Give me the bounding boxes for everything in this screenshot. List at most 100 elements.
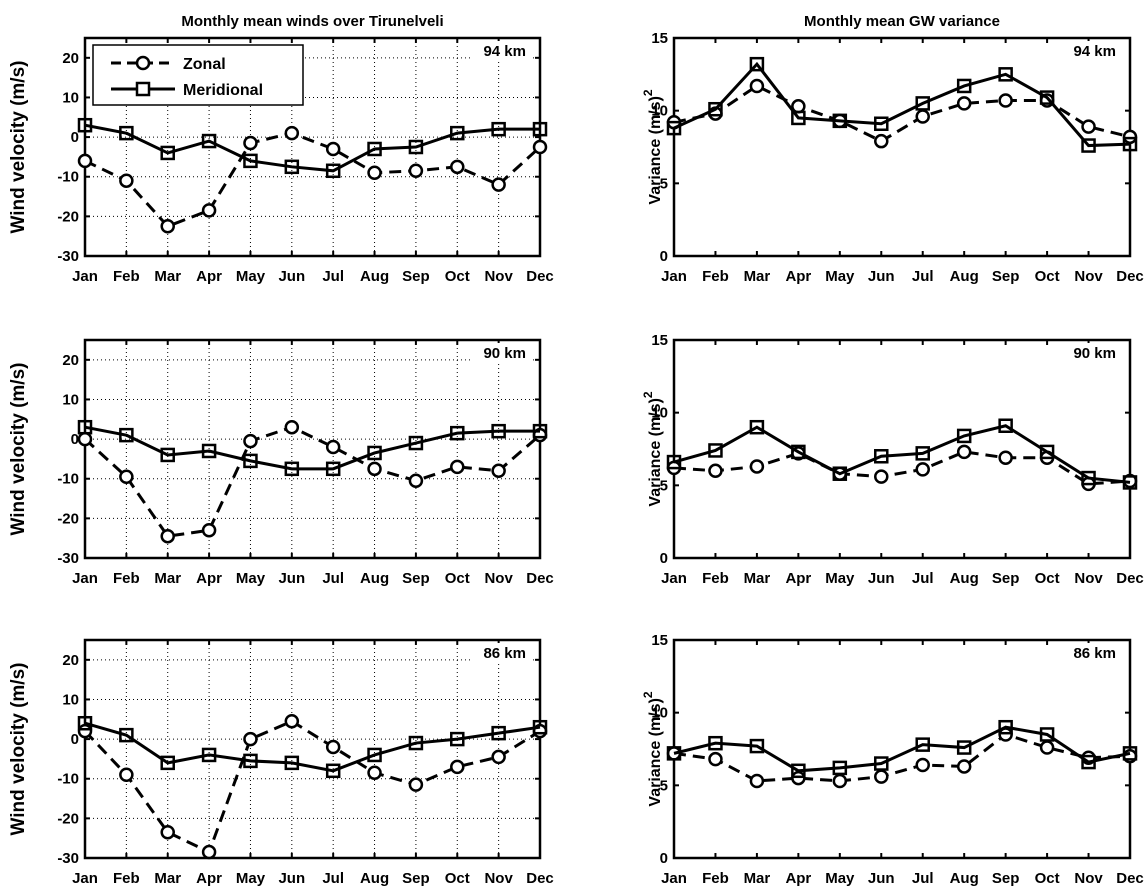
data-point-zonal: [77, 153, 93, 169]
data-point-zonal: [956, 96, 972, 111]
data-point-zonal: [708, 751, 723, 767]
data-point-meridional: [450, 125, 465, 141]
annotation-background: [470, 343, 530, 363]
data-point-zonal: [1039, 740, 1055, 755]
x-tick-label: Jan: [72, 870, 98, 887]
x-tick-label: Oct: [1035, 268, 1060, 285]
y-tick-label: 15: [651, 30, 668, 47]
data-point-meridional: [367, 141, 382, 157]
x-tick-label: Sep: [402, 870, 430, 887]
x-tick-label: Aug: [360, 870, 389, 887]
x-tick-label: Jul: [322, 570, 344, 587]
x-tick-label: Jul: [912, 870, 934, 887]
data-point-zonal: [915, 757, 930, 773]
x-tick-label: Nov: [1074, 570, 1103, 587]
data-point-zonal: [119, 767, 134, 783]
y-tick-label: 0: [660, 550, 668, 567]
data-point-meridional: [284, 755, 300, 771]
data-point-meridional: [1122, 475, 1138, 490]
series-line-meridional: [673, 725, 1131, 773]
y-tick-label: 20: [62, 652, 79, 669]
data-point-meridional: [1081, 470, 1096, 486]
plot-area: [672, 36, 1132, 258]
annotation-background: [1060, 343, 1120, 363]
data-point-meridional: [874, 449, 889, 464]
data-point-meridional: [832, 113, 848, 129]
data-point-meridional: [1039, 727, 1055, 742]
data-point-meridional: [201, 133, 217, 149]
x-tick-label: May: [825, 268, 855, 285]
data-point-meridional: [160, 447, 175, 463]
x-tick-label: Oct: [445, 268, 470, 285]
data-point-meridional: [874, 116, 889, 131]
data-point-meridional: [832, 466, 848, 481]
legend-box: [92, 44, 304, 106]
data-point-meridional: [243, 753, 258, 769]
data-point-meridional: [284, 159, 300, 175]
chart-panel-4: 0 5 10 15 Jan Feb Mar Apr May Jun Jul Aug Sep Oct Nov D…: [641, 332, 1144, 587]
x-tick-label: Apr: [196, 870, 222, 887]
y-tick-label: 5: [660, 175, 668, 192]
x-tick-label: Feb: [702, 268, 729, 285]
data-point-zonal: [119, 469, 134, 484]
y-tick-label: 15: [651, 332, 668, 349]
data-point-meridional: [791, 110, 806, 126]
y-axis-label: Variance (m/s)2: [641, 691, 664, 807]
y-tick-label: 10: [62, 89, 79, 106]
data-point-zonal: [491, 177, 506, 192]
x-tick-label: Jun: [278, 268, 305, 285]
x-tick-label: Jun: [868, 268, 895, 285]
plot-area: [672, 338, 1132, 560]
data-point-zonal: [408, 163, 424, 179]
x-tick-label: Mar: [154, 870, 181, 887]
data-point-zonal: [408, 777, 424, 792]
y-axis-label: Variance (m/s)2: [641, 89, 664, 205]
data-point-meridional: [284, 461, 300, 477]
legend-marker: [135, 81, 151, 97]
y-tick-label: 10: [651, 405, 668, 422]
data-point-zonal: [201, 203, 217, 218]
data-point-meridional: [1039, 444, 1055, 460]
data-point-zonal: [201, 844, 217, 860]
data-point-meridional: [532, 423, 548, 439]
data-point-meridional: [325, 763, 341, 779]
data-point-zonal: [160, 219, 175, 234]
data-point-meridional: [77, 117, 93, 133]
x-tick-label: Dec: [1116, 870, 1144, 887]
y-tick-label: 15: [651, 632, 668, 649]
data-point-meridional: [119, 427, 134, 443]
data-point-meridional: [791, 763, 806, 779]
data-point-zonal: [325, 439, 341, 455]
data-point-zonal: [491, 463, 506, 479]
data-point-zonal: [284, 419, 300, 435]
data-point-meridional: [160, 145, 175, 161]
series-line-meridional: [84, 425, 540, 471]
chart-panel-2: 0 5 10 15 Jan Feb Mar Apr May Jun Jul Aug Sep Oct Nov D…: [641, 13, 1144, 285]
data-point-meridional: [1122, 746, 1138, 761]
plot-area: [83, 638, 542, 860]
data-point-zonal: [160, 824, 175, 840]
x-tick-label: Oct: [445, 870, 470, 887]
y-tick-label: -10: [57, 771, 79, 788]
x-tick-label: May: [236, 870, 266, 887]
x-tick-label: Jul: [912, 570, 934, 587]
data-point-meridional: [874, 756, 889, 771]
data-point-meridional: [201, 443, 217, 459]
x-tick-label: Mar: [154, 570, 181, 587]
y-tick-label: -30: [57, 850, 79, 867]
data-point-zonal: [325, 141, 341, 157]
data-point-zonal: [201, 523, 217, 538]
x-tick-label: Jun: [868, 870, 895, 887]
data-point-zonal: [367, 461, 382, 477]
series-line-zonal: [673, 732, 1131, 783]
data-point-meridional: [749, 56, 765, 72]
y-axis-label: Wind velocity (m/s): [8, 61, 29, 234]
series-line-zonal: [673, 84, 1131, 143]
data-point-zonal: [998, 93, 1013, 108]
data-point-meridional: [119, 727, 134, 743]
legend: Zonal Meridional: [92, 44, 304, 106]
data-point-meridional: [666, 746, 682, 761]
y-tick-label: -20: [57, 208, 79, 225]
x-tick-label: Sep: [402, 268, 430, 285]
